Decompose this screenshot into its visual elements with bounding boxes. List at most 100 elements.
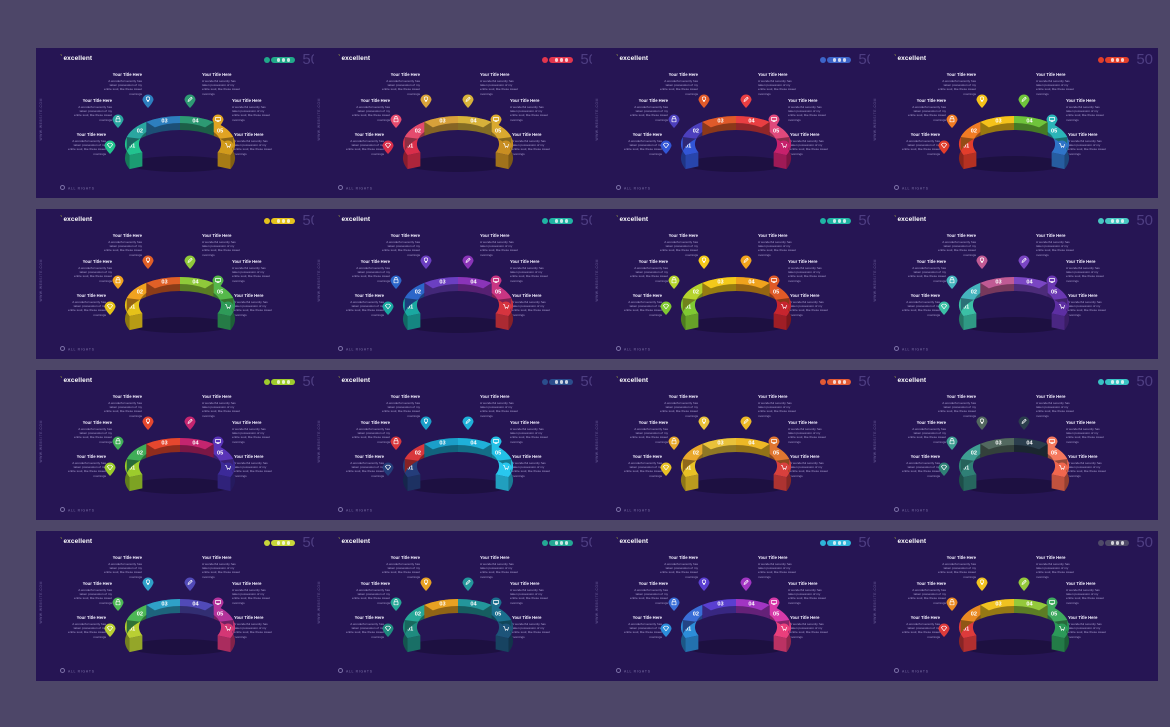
- text-block-6: Your Title Here A wonderful serenity has …: [234, 132, 274, 156]
- arc-segment-04: 04: [1014, 599, 1048, 619]
- block-text: A wonderful serenity has taken possessio…: [659, 401, 698, 418]
- block-title: Your Title Here: [632, 615, 662, 620]
- pencil-icon: [1021, 418, 1027, 424]
- text-block-6: Your Title Here A wonderful serenity has …: [1068, 293, 1108, 317]
- block-title: Your Title Here: [390, 233, 420, 238]
- infographic: 010602050304: [938, 577, 1069, 655]
- block-text: A wonderful serenity has taken possessio…: [758, 401, 797, 418]
- block-text: A wonderful serenity has taken possessio…: [510, 266, 549, 283]
- diamond-icon: [663, 303, 669, 310]
- pin-monitor-icon: [768, 436, 780, 450]
- text-block-4: Your Title Here A wonderful serenity has …: [1066, 98, 1106, 122]
- slide-thumbnail[interactable]: ˋexcellent 50 WWW.WEBSITE.COM ALL RIGHTS You…: [314, 209, 602, 359]
- slide-thumbnail[interactable]: ˋexcellent 50 WWW.WEBSITE.COM ALL RIGHTS You…: [870, 531, 1158, 681]
- block-title: Your Title Here: [510, 98, 540, 103]
- block-text: A wonderful serenity has taken possessio…: [73, 266, 112, 283]
- block-title: Your Title Here: [788, 581, 818, 586]
- slide-thumbnail[interactable]: ˋexcellent 50 WWW.WEBSITE.COM ALL RIGHTS You…: [592, 48, 880, 198]
- pencil-icon: [743, 96, 749, 102]
- block-text: A wonderful serenity has taken possessio…: [907, 266, 946, 283]
- text-block-3: Your Title Here A wonderful serenity has …: [628, 581, 668, 605]
- arc-shadow: [129, 156, 231, 172]
- pin-lightbulb-icon: [142, 577, 154, 591]
- pencil-icon: [187, 418, 193, 424]
- logo-mark-icon: ˋ: [60, 538, 63, 545]
- block-title: Your Title Here: [82, 259, 112, 264]
- slide-thumbnail[interactable]: ˋexcellent 50 WWW.WEBSITE.COM ALL RIGHTS You…: [592, 531, 880, 681]
- diamond-icon: [385, 625, 391, 632]
- pin-cart-icon: [1056, 301, 1068, 315]
- logo-mark-icon: ˋ: [894, 216, 897, 223]
- slide-thumbnail[interactable]: ˋexcellent 50 WWW.WEBSITE.COM ALL RIGHTS You…: [36, 209, 324, 359]
- pin-pencil-icon: [740, 577, 752, 591]
- text-block-1: Your Title Here A wonderful serenity has …: [380, 72, 420, 96]
- slide-thumbnail[interactable]: ˋexcellent 50 WWW.WEBSITE.COM ALL RIGHTS You…: [592, 209, 880, 359]
- block-title: Your Title Here: [910, 615, 940, 620]
- text-block-6: Your Title Here A wonderful serenity has …: [512, 293, 552, 317]
- text-block-5: Your Title Here A wonderful serenity has …: [66, 454, 106, 478]
- block-title: Your Title Here: [758, 394, 788, 399]
- text-block-5: Your Title Here A wonderful serenity has …: [66, 615, 106, 639]
- arc-segment-04: 04: [458, 599, 492, 619]
- infographic: 010602050304: [382, 255, 513, 333]
- slide-thumbnail[interactable]: ˋexcellent 50 WWW.WEBSITE.COM ALL RIGHTS You…: [314, 370, 602, 520]
- social-dot-icon: [264, 57, 270, 63]
- block-title: Your Title Here: [1066, 581, 1096, 586]
- block-text: A wonderful serenity has taken possessio…: [1066, 588, 1105, 605]
- social-dot-icon: [820, 540, 826, 546]
- pin-pencil-icon: [1018, 94, 1030, 108]
- diamond-icon: [385, 464, 391, 471]
- arc-segment-03: 03: [146, 438, 180, 458]
- text-block-4: Your Title Here A wonderful serenity has …: [510, 420, 550, 444]
- monitor-icon: [493, 278, 499, 283]
- block-title: Your Title Here: [910, 132, 940, 137]
- segment-label: 03: [161, 441, 167, 447]
- block-text: A wonderful serenity has taken possessio…: [381, 401, 420, 418]
- block-title: Your Title Here: [638, 98, 668, 103]
- arc-shadow: [129, 478, 231, 494]
- lightbulb-icon: [701, 257, 707, 263]
- pin-cart-icon: [778, 462, 790, 476]
- diamond-icon: [941, 625, 947, 632]
- slide-thumbnail[interactable]: ˋexcellent 50 WWW.WEBSITE.COM ALL RIGHTS You…: [870, 209, 1158, 359]
- slide-thumbnail[interactable]: ˋexcellent 50 WWW.WEBSITE.COM ALL RIGHTS You…: [36, 48, 324, 198]
- monitor-icon: [1049, 117, 1055, 122]
- pin-monitor-icon: [490, 597, 502, 611]
- social-dot-icon: [264, 540, 270, 546]
- slide-thumbnail[interactable]: ˋexcellent 50 WWW.WEBSITE.COM ALL RIGHTS You…: [314, 531, 602, 681]
- slide-thumbnail[interactable]: ˋexcellent 50 WWW.WEBSITE.COM ALL RIGHTS You…: [870, 48, 1158, 198]
- cart-icon: [781, 304, 787, 309]
- lock-icon: [949, 277, 955, 284]
- slide-thumbnail[interactable]: ˋexcellent 50 WWW.WEBSITE.COM ALL RIGHTS You…: [36, 370, 324, 520]
- slide-thumbnail[interactable]: ˋexcellent 50 WWW.WEBSITE.COM ALL RIGHTS You…: [592, 370, 880, 520]
- slide-thumbnail[interactable]: ˋexcellent 50 WWW.WEBSITE.COM ALL RIGHTS You…: [314, 48, 602, 198]
- pencil-icon: [187, 579, 193, 585]
- brand-name: excellent: [63, 377, 93, 384]
- slide-thumbnail[interactable]: ˋexcellent 50 WWW.WEBSITE.COM ALL RIGHTS You…: [36, 531, 324, 681]
- monitor-icon: [771, 600, 777, 605]
- monitor-icon: [771, 278, 777, 283]
- footer-copyright: ALL RIGHTS: [60, 507, 95, 512]
- arc-segment-03: 03: [980, 277, 1014, 297]
- lock-icon: [393, 599, 399, 606]
- block-text: A wonderful serenity has taken possessio…: [623, 139, 662, 156]
- segment-label: 02: [137, 611, 143, 617]
- social-icons: [1105, 218, 1129, 224]
- cart-icon: [781, 143, 787, 148]
- pin-lock-icon: [112, 597, 124, 611]
- footer-copyright: ALL RIGHTS: [338, 668, 373, 673]
- block-title: Your Title Here: [632, 293, 662, 298]
- block-text: A wonderful serenity has taken possessio…: [232, 266, 271, 283]
- brand-logo: ˋexcellent: [60, 538, 92, 545]
- text-block-4: Your Title Here A wonderful serenity has …: [788, 259, 828, 283]
- text-block-3: Your Title Here A wonderful serenity has …: [906, 259, 946, 283]
- text-block-4: Your Title Here A wonderful serenity has …: [788, 581, 828, 605]
- text-block-5: Your Title Here A wonderful serenity has …: [900, 293, 940, 317]
- infographic: 010602050304: [660, 255, 791, 333]
- block-title: Your Title Here: [1068, 454, 1098, 459]
- lock-icon: [393, 277, 399, 284]
- infographic: 010602050304: [660, 94, 791, 172]
- slide-thumbnail[interactable]: ˋexcellent 50 WWW.WEBSITE.COM ALL RIGHTS You…: [870, 370, 1158, 520]
- block-text: A wonderful serenity has taken possessio…: [512, 139, 551, 156]
- page-number: 50: [1136, 212, 1153, 229]
